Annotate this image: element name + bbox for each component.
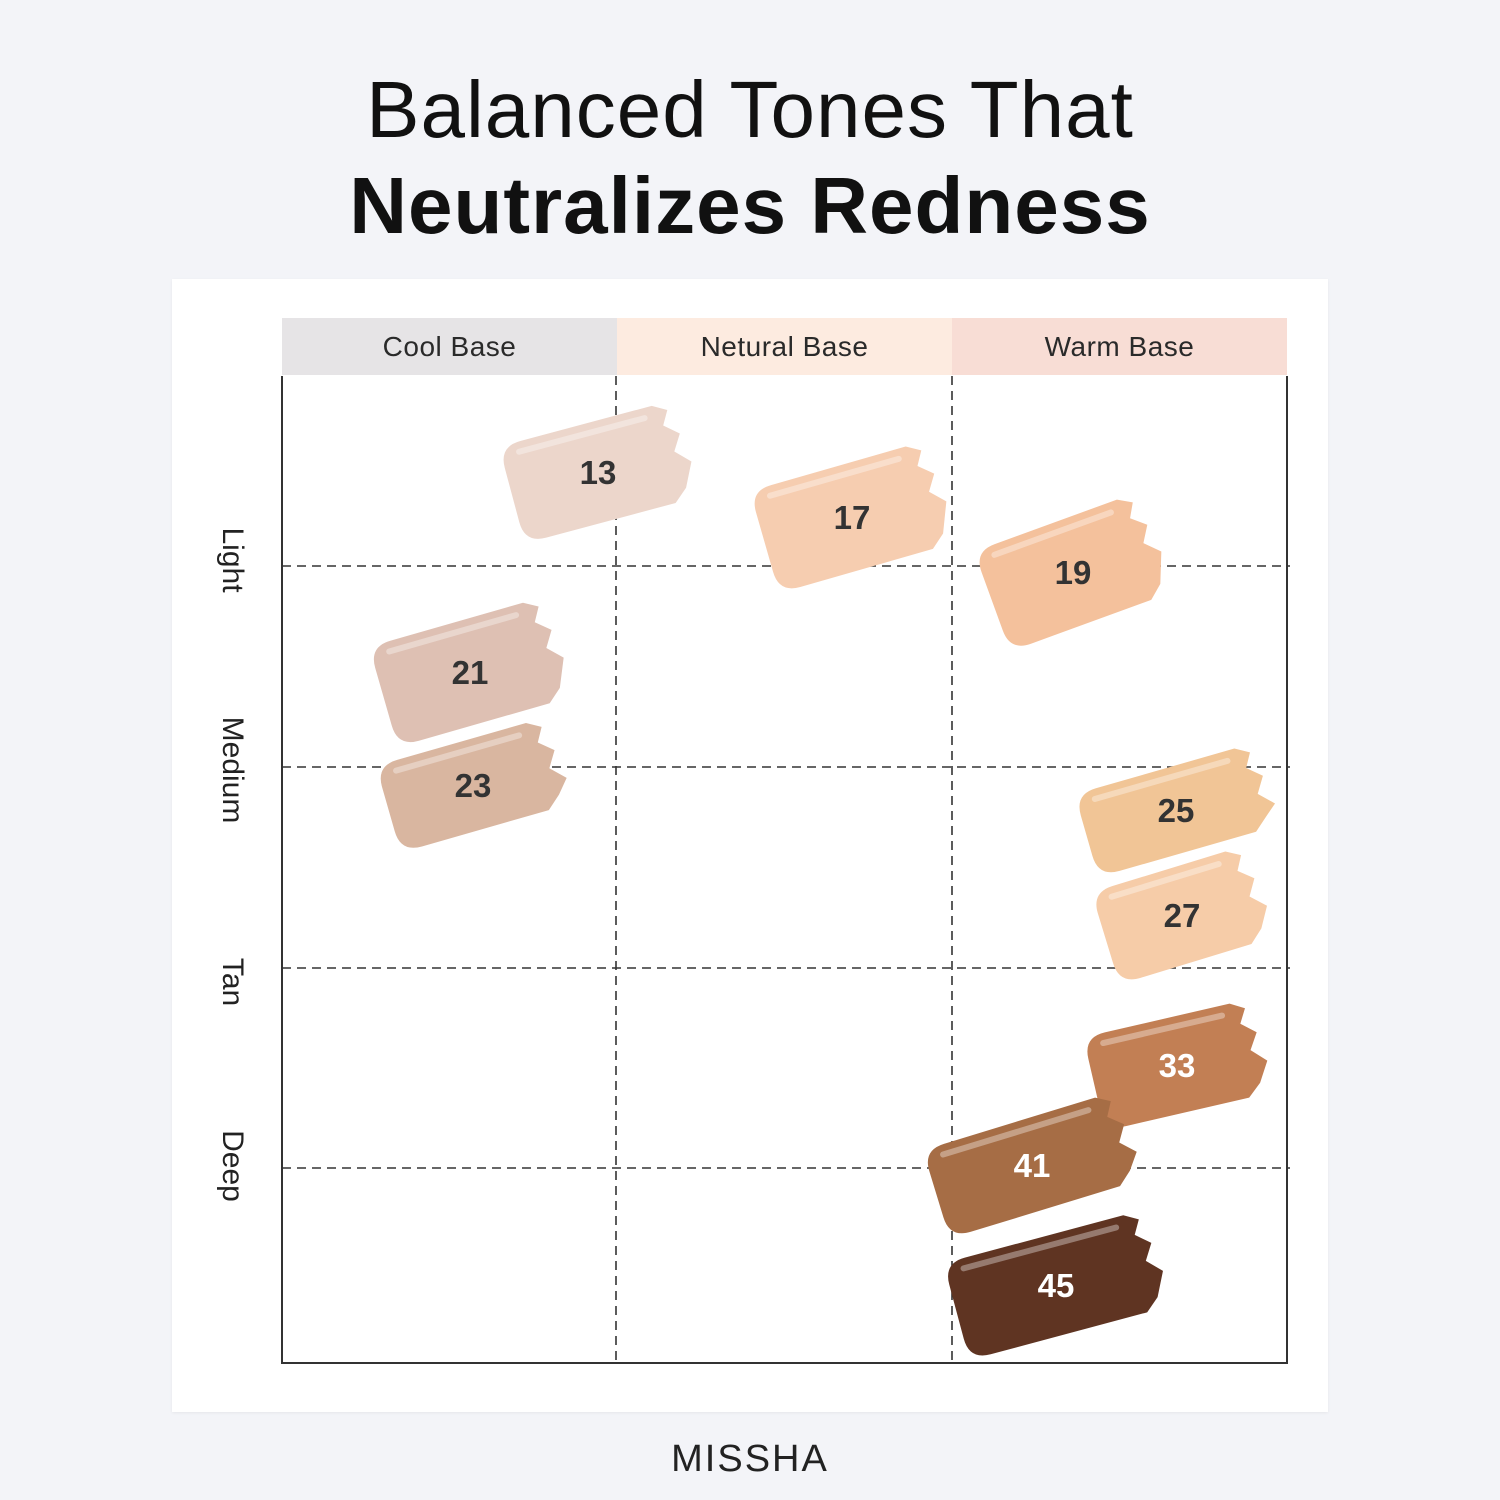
swatch-13 — [503, 405, 692, 539]
swatch-highlight — [960, 1224, 1120, 1272]
swatch-smear-23 — [380, 722, 567, 848]
swatch-smear-13 — [503, 405, 692, 539]
missha-logo: MISSHA — [671, 1438, 829, 1480]
swatch-label-21: 21 — [452, 654, 489, 691]
swatch-label-25: 25 — [1158, 792, 1195, 829]
swatch-41 — [927, 1097, 1137, 1234]
swatch-highlight — [516, 415, 648, 455]
swatch-highlight — [1108, 861, 1222, 900]
swatch-highlight — [1100, 1012, 1226, 1047]
column-header-neutral-base: Netural Base — [617, 318, 952, 375]
swatch-smear-19 — [979, 499, 1162, 646]
swatch-highlight — [766, 455, 902, 499]
swatch-smear-27 — [1096, 851, 1268, 980]
page-title: Balanced Tones That Neutralizes Redness — [0, 62, 1500, 254]
swatch-highlight — [1091, 757, 1231, 802]
swatch-highlight — [386, 612, 520, 655]
swatch-23 — [380, 722, 567, 848]
swatch-label-19: 19 — [1055, 554, 1092, 591]
swatch-19 — [979, 499, 1162, 646]
swatch-smear-45 — [948, 1215, 1163, 1356]
swatch-label-27: 27 — [1164, 897, 1201, 934]
swatch-33 — [1087, 1003, 1268, 1127]
swatch-label-33: 33 — [1159, 1047, 1196, 1084]
swatch-45 — [948, 1215, 1163, 1356]
title-line-1: Balanced Tones That — [366, 65, 1134, 154]
swatch-highlight — [393, 732, 523, 774]
swatch-smear-21 — [373, 602, 564, 743]
column-header-warm-base: Warm Base — [952, 318, 1287, 375]
swatch-label-41: 41 — [1014, 1147, 1051, 1184]
swatch-highlight — [991, 509, 1114, 558]
swatch-label-23: 23 — [455, 767, 492, 804]
swatch-highlight — [940, 1107, 1092, 1158]
swatch-17 — [754, 446, 947, 589]
swatch-27 — [1096, 851, 1268, 980]
column-header-cool-base: Cool Base — [282, 318, 617, 375]
swatch-smear-41 — [927, 1097, 1137, 1234]
swatch-smear-17 — [754, 446, 947, 589]
swatch-21 — [373, 602, 564, 743]
title-line-2: Neutralizes Redness — [349, 161, 1151, 250]
swatch-smear-33 — [1087, 1003, 1268, 1127]
swatch-smear-25 — [1079, 748, 1276, 873]
swatch-25 — [1079, 748, 1276, 873]
swatch-label-45: 45 — [1038, 1267, 1075, 1304]
swatch-label-13: 13 — [580, 454, 617, 491]
swatch-label-17: 17 — [834, 499, 871, 536]
